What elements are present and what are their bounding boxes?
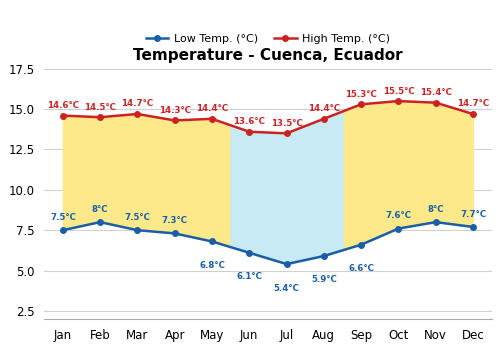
Text: 8°C: 8°C (428, 205, 444, 214)
Text: 6.8°C: 6.8°C (199, 261, 225, 270)
Text: 13.5°C: 13.5°C (270, 119, 302, 128)
Text: 15.3°C: 15.3°C (346, 90, 377, 99)
High Temp. (°C) (246, 130, 252, 134)
Text: 15.4°C: 15.4°C (420, 88, 452, 97)
Low Temp. (°C) (396, 226, 402, 231)
Text: 14.3°C: 14.3°C (158, 106, 190, 115)
Low Temp. (°C) (246, 251, 252, 255)
Text: 14.7°C: 14.7°C (457, 99, 489, 108)
High Temp. (°C) (432, 100, 438, 105)
Low Temp. (°C) (284, 262, 290, 266)
Text: 14.4°C: 14.4°C (196, 104, 228, 113)
Text: 7.5°C: 7.5°C (124, 213, 150, 222)
Text: 7.7°C: 7.7°C (460, 210, 486, 219)
Text: 6.6°C: 6.6°C (348, 264, 374, 273)
Text: 7.5°C: 7.5°C (50, 213, 76, 222)
Text: 14.4°C: 14.4°C (308, 104, 340, 113)
Low Temp. (°C) (470, 225, 476, 229)
Text: 14.7°C: 14.7°C (122, 99, 154, 108)
High Temp. (°C) (321, 117, 327, 121)
Text: 6.1°C: 6.1°C (236, 272, 262, 281)
Text: 14.6°C: 14.6°C (47, 101, 79, 110)
Text: 5.9°C: 5.9°C (311, 275, 336, 285)
Line: Low Temp. (°C): Low Temp. (°C) (60, 219, 476, 267)
High Temp. (°C) (97, 115, 103, 119)
Title: Temperature - Cuenca, Ecuador: Temperature - Cuenca, Ecuador (133, 48, 402, 63)
Low Temp. (°C) (432, 220, 438, 224)
Text: 5.4°C: 5.4°C (274, 284, 299, 293)
Low Temp. (°C) (209, 239, 215, 244)
High Temp. (°C) (134, 112, 140, 116)
High Temp. (°C) (209, 117, 215, 121)
Low Temp. (°C) (97, 220, 103, 224)
Legend: Low Temp. (°C), High Temp. (°C): Low Temp. (°C), High Temp. (°C) (142, 29, 394, 48)
High Temp. (°C) (470, 112, 476, 116)
High Temp. (°C) (284, 131, 290, 135)
High Temp. (°C) (396, 99, 402, 103)
High Temp. (°C) (358, 102, 364, 106)
Low Temp. (°C) (172, 231, 177, 236)
Low Temp. (°C) (134, 228, 140, 232)
Text: 8°C: 8°C (92, 205, 108, 214)
Text: 15.5°C: 15.5°C (382, 86, 414, 96)
High Temp. (°C) (172, 118, 177, 122)
Line: High Temp. (°C): High Temp. (°C) (60, 98, 476, 136)
Text: 7.6°C: 7.6°C (386, 211, 411, 220)
Text: 14.5°C: 14.5°C (84, 103, 116, 112)
Low Temp. (°C) (358, 243, 364, 247)
High Temp. (°C) (60, 113, 66, 118)
Text: 13.6°C: 13.6°C (234, 117, 265, 126)
Text: 7.3°C: 7.3°C (162, 216, 188, 225)
Low Temp. (°C) (321, 254, 327, 258)
Low Temp. (°C) (60, 228, 66, 232)
